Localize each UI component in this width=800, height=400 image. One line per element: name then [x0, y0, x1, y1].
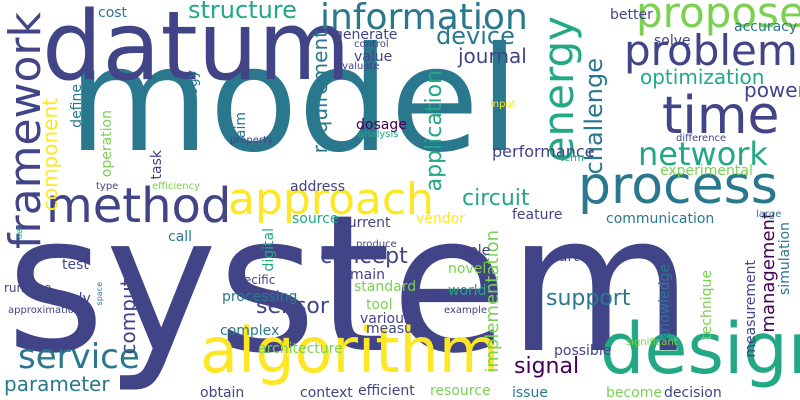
word-task: task: [149, 150, 165, 180]
word-digital: digital: [261, 228, 277, 272]
word-space: space: [95, 282, 104, 306]
word-communication: communication: [606, 211, 715, 227]
word-structure: structure: [188, 0, 297, 24]
word-datum: datum: [42, 0, 351, 102]
word-input: input: [490, 99, 516, 110]
word-solve: solve: [654, 33, 691, 49]
word-main: main: [350, 267, 385, 283]
word-efficient: efficient: [358, 383, 415, 399]
word-information: information: [320, 0, 528, 38]
word-application: application: [422, 70, 447, 192]
word-become: become: [606, 385, 663, 400]
word-cost: cost: [98, 5, 128, 21]
word-knowledge: knowledge: [657, 264, 673, 340]
word-network: network: [638, 135, 768, 173]
word-world: world: [448, 283, 487, 299]
word-specific: specific: [230, 273, 276, 287]
word-concept: concept: [320, 244, 408, 269]
word-address: address: [290, 179, 346, 195]
word-energy: energy: [534, 16, 583, 163]
word-signal: signal: [514, 354, 580, 379]
word-complex: complex: [220, 323, 280, 339]
word-context: context: [300, 385, 353, 400]
word-computer: computer: [116, 258, 140, 355]
word-better: better: [610, 7, 653, 23]
word-system: system: [6, 174, 693, 395]
word-issue: issue: [512, 385, 548, 400]
word-current: current: [340, 215, 391, 231]
word-decision: decision: [664, 385, 722, 400]
word-dosage: dosage: [356, 117, 407, 133]
word-propose: propose: [636, 0, 800, 37]
word-management: management: [758, 212, 779, 333]
word-large: large: [756, 209, 782, 220]
word-feature: feature: [512, 207, 563, 223]
word-simple: simple: [444, 243, 491, 259]
word-support: support: [546, 286, 631, 311]
word-obtain: obtain: [200, 385, 245, 400]
word-evaluate: evaluate: [336, 61, 380, 72]
word-optimization: optimization: [640, 65, 765, 89]
word-performance: performance: [492, 142, 595, 161]
word-difference: difference: [676, 133, 727, 144]
word-type: type: [96, 181, 119, 192]
word-accuracy: accuracy: [734, 19, 798, 35]
word-architecture: architecture: [258, 341, 343, 357]
word-operation: operation: [99, 110, 115, 178]
word-approach: approach: [228, 174, 434, 225]
word-journal: journal: [458, 44, 527, 68]
word-experimental: experimental: [660, 163, 753, 179]
word-efficiency: efficiency: [152, 181, 201, 192]
word-produce: produce: [356, 239, 397, 250]
word-technique: technique: [699, 270, 715, 340]
word-standard: standard: [354, 279, 417, 295]
word-method: method: [46, 178, 232, 234]
word-vendor: vendor: [416, 211, 465, 227]
word-call: call: [168, 229, 193, 245]
word-circuit: circuit: [462, 186, 530, 211]
word-study: study: [52, 291, 91, 307]
word-den: den: [15, 224, 24, 240]
word-analysis: analysis: [358, 129, 399, 140]
word-define: define: [69, 84, 85, 128]
word-various: various: [360, 311, 412, 327]
word-aim: aim: [233, 112, 249, 139]
word-component: component: [38, 98, 62, 212]
word-problem: problem: [624, 26, 798, 75]
word-simulation: simulation: [777, 222, 793, 295]
word-runtime: runtime: [4, 281, 52, 295]
word-service: service: [18, 337, 140, 377]
word-significant: significant: [626, 337, 678, 348]
word-device: device: [436, 22, 515, 50]
word-part: part: [550, 249, 579, 265]
word-time: time: [662, 86, 780, 146]
word-value: value: [354, 49, 393, 65]
word-test: test: [62, 257, 89, 273]
word-approximation: approximation: [8, 305, 81, 316]
word-requirement: requirement: [308, 30, 332, 154]
word-property: property: [230, 135, 273, 146]
word-novel: novel: [448, 261, 487, 277]
word-measurement: measurement: [743, 260, 759, 358]
word-parameter: parameter: [4, 372, 110, 396]
word-possible: possible: [554, 343, 612, 359]
word-example: example: [444, 305, 488, 316]
word-measure: measure: [366, 321, 428, 337]
word-processing: processing: [222, 289, 298, 305]
word-sensor: sensor: [256, 294, 329, 319]
word-power: power: [744, 78, 800, 102]
word-model: model: [68, 16, 520, 185]
word-term: term: [560, 153, 584, 164]
word-process: process: [578, 156, 778, 216]
word-control: control: [354, 39, 389, 50]
word-generate: generate: [334, 27, 398, 43]
word-design: design: [600, 308, 800, 390]
word-algorithm: algorithm: [200, 314, 500, 387]
word-source: source: [292, 211, 339, 227]
word-technology: technology: [185, 70, 201, 148]
word-tool: tool: [366, 297, 393, 313]
word-resource: resource: [430, 383, 491, 399]
